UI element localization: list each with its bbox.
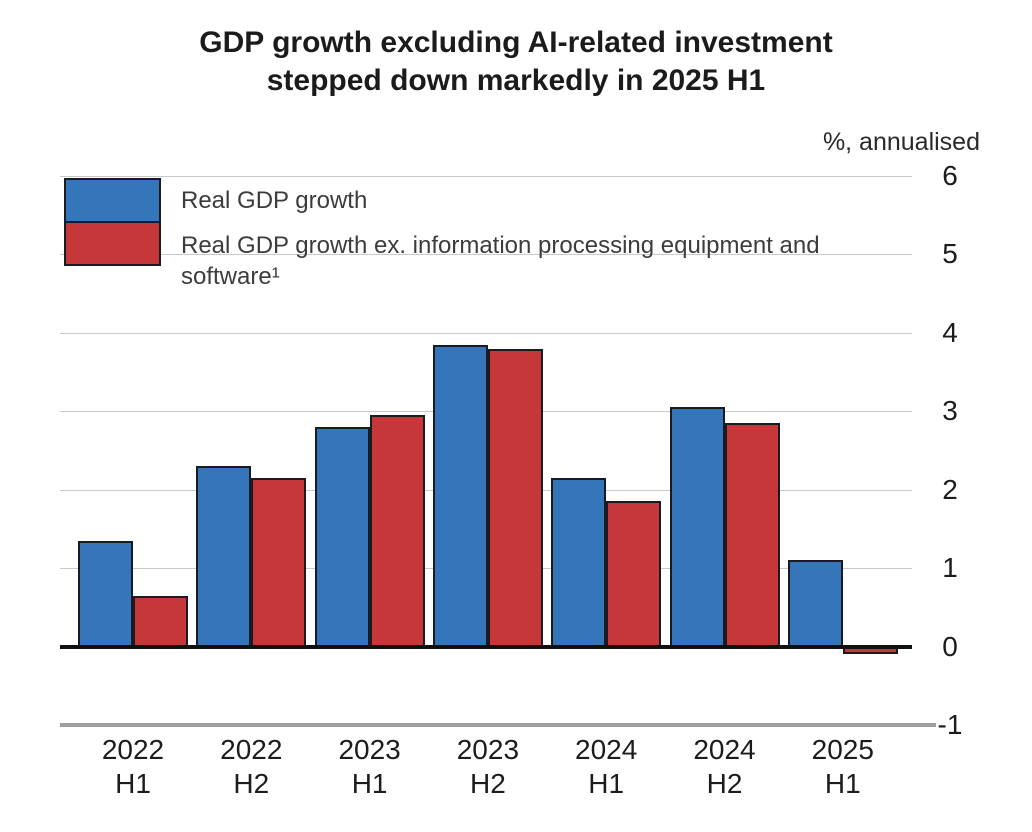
bar-ex-ipes-2022-H2 <box>251 477 307 647</box>
chart-title-line-2: stepped down markedly in 2025 H1 <box>266 64 766 97</box>
bottom-axis-line <box>60 723 936 727</box>
x-tick-label-2022-H1: 2022 H1 <box>101 734 165 799</box>
gridline-y-4 <box>60 332 912 334</box>
bar-real-gdp-2025-H1 <box>787 560 843 647</box>
bar-ex-ipes-2024-H1 <box>606 501 662 647</box>
x-tick-label-2025-H1: 2025 H1 <box>811 734 874 799</box>
y-tick-label-4: 4 <box>942 316 958 348</box>
x-tick-label-2024-H2: 2024 H2 <box>693 734 756 799</box>
bar-real-gdp-2023-H2 <box>432 344 488 647</box>
legend-swatch-real-gdp-growth <box>64 178 161 223</box>
y-tick-label-0: 0 <box>942 630 958 662</box>
y-tick-label-1: 1 <box>942 552 958 584</box>
y-axis-unit-label: %, annualised <box>822 128 980 156</box>
legend-labels: Real GDP growth Real GDP growth ex. info… <box>181 178 886 292</box>
y-tick-label--1: -1 <box>937 709 963 740</box>
legend-swatches <box>64 178 161 266</box>
legend-label-ex-info-processing: Real GDP growth ex. information processi… <box>181 232 820 290</box>
bar-ex-ipes-2023-H1 <box>369 415 425 647</box>
legend-label-real-gdp-growth: Real GDP growth <box>181 186 368 214</box>
y-tick-label-6: 6 <box>942 160 958 191</box>
x-tick-label-2024-H1: 2024 H1 <box>575 734 638 799</box>
zero-axis-line <box>60 644 912 649</box>
legend: Real GDP growth Real GDP growth ex. info… <box>64 178 886 292</box>
bar-ex-ipes-2022-H1 <box>133 595 188 647</box>
bar-real-gdp-2024-H2 <box>669 407 725 647</box>
x-tick-label-2022-H2: 2022 H2 <box>220 734 283 799</box>
y-tick-label-2: 2 <box>942 473 958 505</box>
gridline-y-5 <box>60 254 912 256</box>
bar-real-gdp-2023-H1 <box>314 426 370 647</box>
y-tick-label-3: 3 <box>942 395 958 427</box>
bar-real-gdp-2022-H1 <box>78 540 133 647</box>
bar-ex-ipes-2023-H2 <box>487 348 543 647</box>
chart-title-line-1: GDP growth excluding AI-related investme… <box>199 26 833 59</box>
y-tick-label-5: 5 <box>942 238 958 270</box>
bar-ex-ipes-2024-H2 <box>724 423 780 647</box>
bar-real-gdp-2022-H2 <box>196 466 252 647</box>
gridline-y-6 <box>60 176 912 177</box>
x-tick-label-2023-H2: 2023 H2 <box>456 734 520 799</box>
x-tick-label-2023-H1: 2023 H1 <box>338 734 401 799</box>
legend-swatch-ex-info-processing <box>64 220 161 266</box>
bar-real-gdp-2024-H1 <box>551 477 607 647</box>
chart-title: GDP growth excluding AI-related investme… <box>0 24 1032 100</box>
